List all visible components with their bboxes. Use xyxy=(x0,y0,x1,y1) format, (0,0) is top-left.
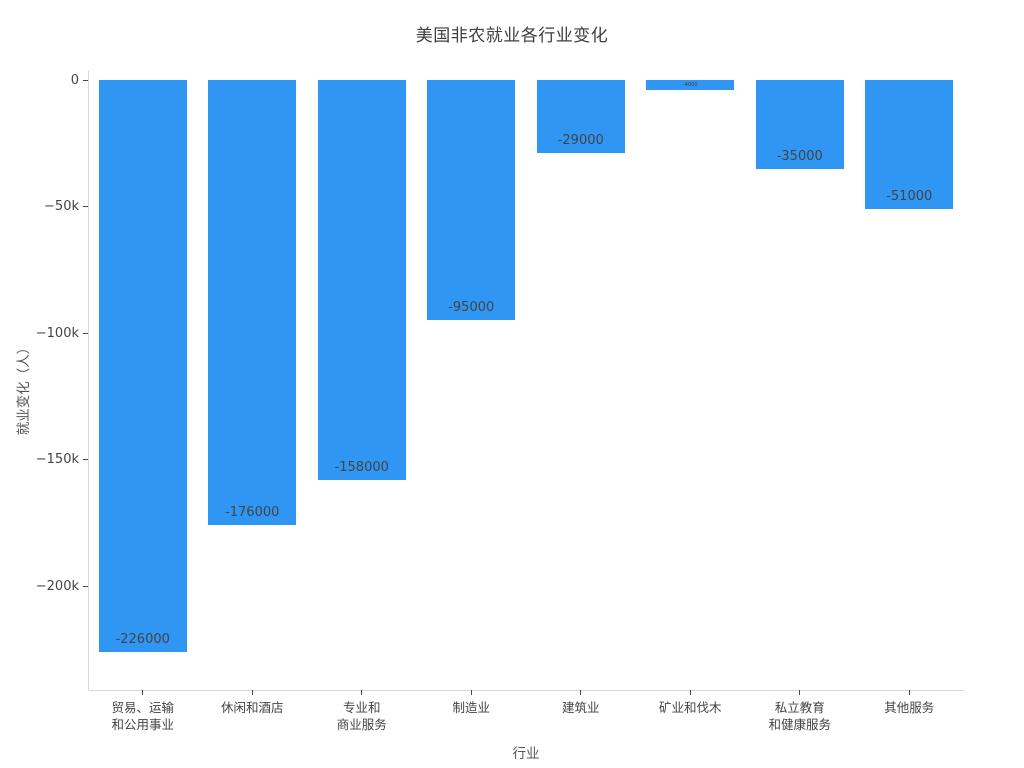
y-tick-mark xyxy=(83,332,88,334)
y-tick-mark xyxy=(83,206,88,208)
x-category-label: 专业和 商业服务 xyxy=(336,700,387,732)
x-category-label: 其他服务 xyxy=(884,700,935,715)
bar-value-label: -158000 xyxy=(334,459,389,475)
x-tick-mark xyxy=(799,690,801,695)
y-tick-mark xyxy=(83,459,88,461)
bar-value-label: -226000 xyxy=(115,632,170,647)
bar: -95000 xyxy=(427,80,516,321)
bar-value-label: -4000 xyxy=(682,81,698,88)
x-tick-mark xyxy=(361,690,363,695)
chart-title: 美国非农就业各行业变化 xyxy=(415,26,609,46)
bar: -226000 xyxy=(98,80,187,652)
y-tick-mark xyxy=(83,79,88,81)
y-axis-line xyxy=(88,70,89,690)
x-category-label: 私立教育 和健康服务 xyxy=(768,700,831,732)
x-tick-mark xyxy=(908,690,910,695)
bar: -158000 xyxy=(317,80,406,480)
x-category-label: 贸易、运输 和公用事业 xyxy=(111,700,174,732)
x-category-label: 建筑业 xyxy=(561,700,600,715)
x-tick-mark xyxy=(470,690,472,695)
bar-value-label: -29000 xyxy=(557,133,604,149)
x-axis-line xyxy=(88,690,964,691)
y-tick-mark xyxy=(83,585,88,587)
x-tick-mark xyxy=(580,690,582,695)
bar: -176000 xyxy=(208,80,297,526)
x-category-label: 矿业和伐木 xyxy=(658,700,722,715)
y-tick-label: −100k xyxy=(35,325,79,341)
y-tick-label: −50k xyxy=(44,199,79,215)
bar-value-label: -35000 xyxy=(776,148,823,164)
x-category-label: 制造业 xyxy=(452,700,490,715)
bar-value-label: -95000 xyxy=(448,300,495,316)
y-tick-label: −200k xyxy=(35,578,79,594)
bar-value-label: -176000 xyxy=(225,505,280,521)
bar: -51000 xyxy=(865,80,954,210)
bar: -29000 xyxy=(536,80,625,154)
y-tick-label: −150k xyxy=(35,452,79,468)
bar: -4000 xyxy=(646,80,735,91)
x-tick-mark xyxy=(251,690,253,695)
y-tick-label: 0 xyxy=(70,72,79,88)
x-tick-mark xyxy=(142,690,144,695)
bar: -35000 xyxy=(755,80,844,169)
x-tick-mark xyxy=(689,690,691,695)
x-axis-title: 行业 xyxy=(512,746,540,762)
x-category-label: 休闲和酒店 xyxy=(220,700,284,715)
bar-value-label: -51000 xyxy=(886,189,933,205)
